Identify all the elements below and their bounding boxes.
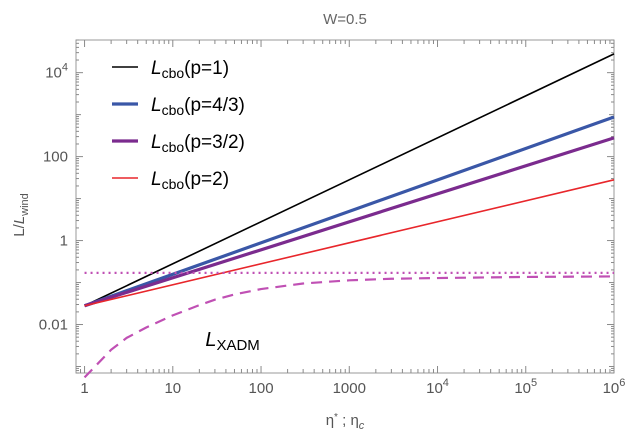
x-tick-label: 1000	[333, 380, 366, 397]
x-tick-label: 104	[426, 377, 449, 397]
legend-label-1: Lcbo(p=4/3)	[151, 95, 245, 118]
data-series	[83, 53, 615, 379]
chart-title: W=0.5	[323, 11, 367, 28]
y-tick-label: 1	[60, 233, 68, 250]
y-axis-ticks: 0.01 1 100 104	[39, 39, 614, 374]
series-line-0	[84, 53, 615, 307]
y-tick-label: 104	[45, 62, 68, 82]
x-tick-label: 106	[603, 377, 626, 397]
x-axis-ticks: 1 10 100 1000 104 105 106	[80, 40, 625, 397]
legend: Lcbo(p=1) Lcbo(p=4/3) Lcbo(p=3/2) Lcbo(p=2)	[112, 58, 245, 192]
series-line-5	[83, 275, 615, 379]
series-line-1	[84, 115, 615, 308]
x-axis-label: η* ; ηc	[326, 412, 365, 432]
x-tick-label: 105	[514, 377, 537, 397]
y-tick-label: 0.01	[39, 317, 68, 334]
x-tick-label: 1	[80, 380, 88, 397]
annotation-lxadm: LXADM	[205, 329, 259, 354]
x-tick-label: 100	[249, 380, 274, 397]
x-tick-label: 10	[164, 380, 181, 397]
legend-label-2: Lcbo(p=3/2)	[151, 132, 245, 155]
legend-label-0: Lcbo(p=1)	[151, 58, 229, 81]
series-line-2	[84, 136, 615, 308]
series-line-3	[84, 179, 615, 307]
y-tick-label: 100	[43, 149, 68, 166]
legend-label-3: Lcbo(p=2)	[151, 169, 229, 192]
y-axis-label: L/Lwind	[11, 193, 31, 236]
